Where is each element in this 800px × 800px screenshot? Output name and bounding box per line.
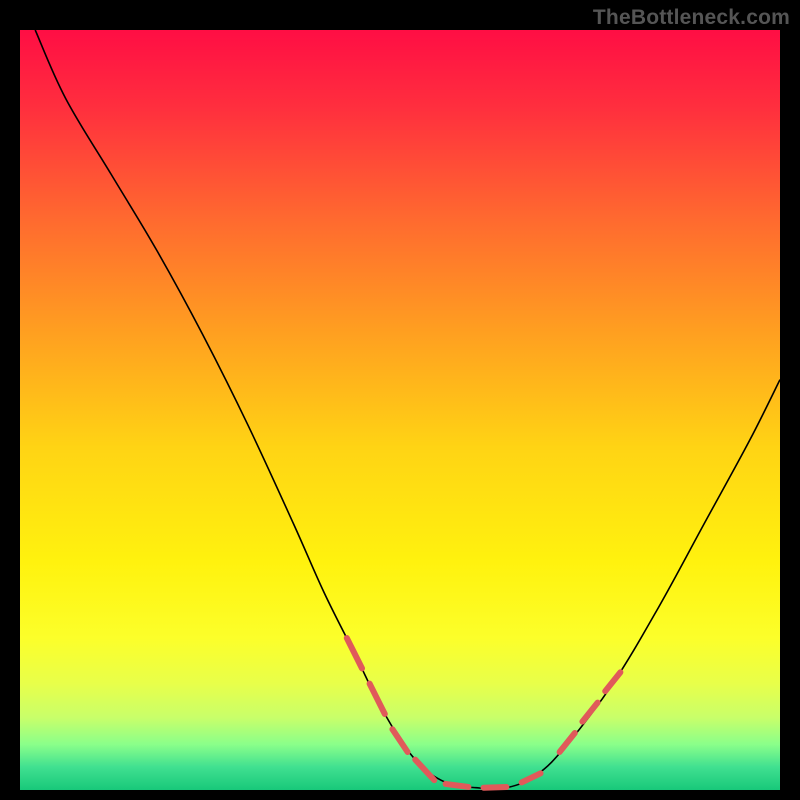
plot-background <box>20 30 780 790</box>
bottleneck-chart <box>0 0 800 800</box>
chart-container: TheBottleneck.com <box>0 0 800 800</box>
highlight-dash <box>446 784 469 787</box>
highlight-dash <box>484 787 507 788</box>
watermark-text: TheBottleneck.com <box>593 6 790 30</box>
